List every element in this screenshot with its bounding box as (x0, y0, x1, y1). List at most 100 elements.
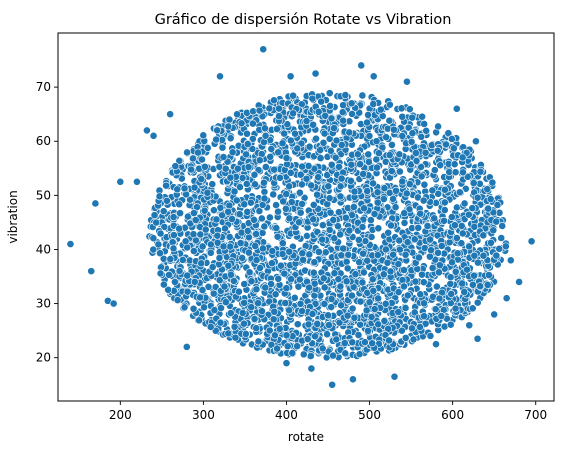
data-point (226, 309, 235, 317)
data-point (337, 251, 346, 260)
data-point (387, 167, 396, 175)
data-point (243, 129, 251, 138)
data-point (305, 250, 314, 259)
data-point (363, 118, 371, 127)
data-point (196, 293, 204, 302)
data-point (336, 282, 345, 291)
data-point (455, 188, 464, 197)
data-point (270, 331, 279, 340)
data-point (265, 297, 274, 306)
data-point (258, 228, 267, 237)
data-point-outlier (286, 72, 295, 81)
data-point (252, 324, 261, 333)
data-point (325, 321, 333, 329)
data-point (305, 142, 314, 151)
data-point (228, 148, 237, 157)
data-point (394, 260, 403, 268)
data-point (233, 110, 241, 119)
data-point (463, 172, 472, 181)
data-point (275, 112, 283, 121)
data-point (302, 117, 311, 125)
data-point (418, 112, 427, 121)
data-point (166, 255, 175, 263)
data-point (190, 209, 198, 217)
data-point (163, 196, 171, 205)
data-point (469, 179, 478, 188)
data-point (358, 223, 367, 231)
data-point (164, 285, 173, 294)
data-point (269, 190, 278, 199)
x-tick-label: 700 (524, 408, 547, 422)
data-point (169, 244, 178, 253)
data-point (427, 141, 436, 150)
data-point (293, 320, 302, 329)
data-point (354, 331, 363, 339)
data-point (156, 269, 165, 278)
data-point (296, 208, 305, 217)
data-point (432, 282, 441, 291)
data-point (365, 298, 374, 307)
data-point (421, 148, 430, 157)
data-point (183, 271, 192, 280)
data-point (400, 219, 409, 227)
data-point (324, 182, 333, 191)
data-point (433, 231, 442, 240)
data-point (417, 132, 426, 141)
data-point-outlier (390, 372, 399, 381)
data-point (228, 215, 236, 223)
data-point (372, 137, 381, 146)
data-point (335, 162, 343, 171)
data-point (285, 247, 294, 256)
data-point (187, 165, 195, 174)
data-point (433, 146, 442, 155)
data-point (474, 258, 482, 267)
x-tick-label: 400 (275, 408, 298, 422)
data-point (373, 163, 381, 172)
data-point (165, 270, 173, 279)
data-point (240, 319, 248, 328)
data-point (224, 261, 233, 270)
data-point (309, 200, 318, 209)
data-point (278, 250, 287, 258)
x-tick-label: 600 (441, 408, 464, 422)
data-point (415, 253, 423, 262)
data-point (338, 108, 347, 117)
data-point (341, 91, 350, 99)
data-point (298, 162, 307, 171)
data-point (180, 303, 189, 312)
data-point (369, 100, 378, 108)
data-point (210, 306, 219, 315)
data-point (272, 125, 281, 133)
data-point (203, 144, 212, 152)
data-point (296, 299, 305, 308)
data-point (337, 140, 346, 149)
data-point (325, 89, 334, 98)
data-point (314, 247, 323, 256)
data-point (347, 99, 356, 108)
data-point-outlier (458, 153, 467, 162)
data-point (381, 299, 390, 308)
data-point (224, 329, 233, 338)
data-point (445, 238, 454, 247)
data-point (175, 200, 184, 209)
data-point (386, 267, 395, 276)
data-point (364, 111, 372, 119)
data-point (311, 332, 319, 341)
data-point (190, 183, 199, 192)
data-point (401, 333, 410, 342)
data-point (326, 146, 335, 155)
data-point (282, 154, 291, 162)
data-point-outlier (109, 299, 118, 308)
data-point (404, 123, 413, 132)
data-point (200, 303, 208, 312)
data-point (489, 226, 498, 235)
data-point (183, 287, 192, 296)
data-point (152, 218, 161, 227)
data-point (169, 213, 178, 221)
data-point (493, 201, 502, 209)
data-point (479, 231, 488, 240)
data-point (316, 154, 325, 163)
data-point (199, 131, 208, 140)
y-tick-label: 40 (36, 242, 51, 256)
data-point (243, 226, 252, 235)
